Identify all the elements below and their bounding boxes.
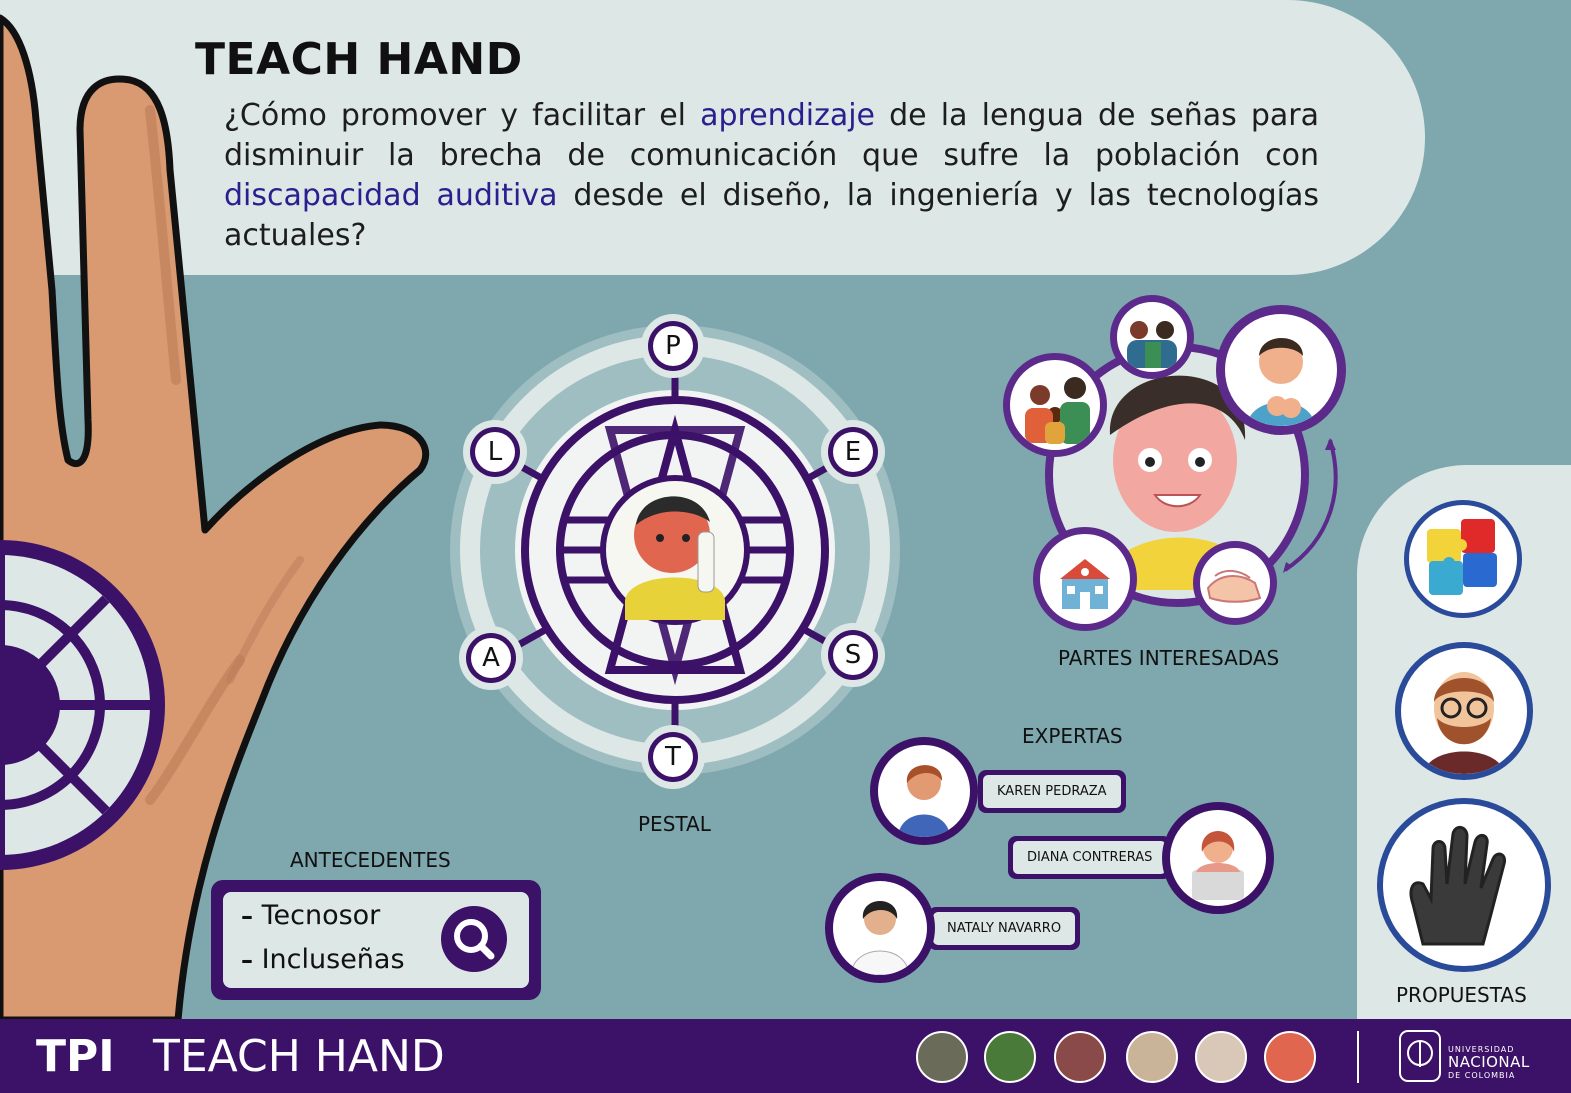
antecedente-item: – Tecnosor bbox=[241, 900, 381, 931]
pestal-caption: PESTAL bbox=[638, 812, 711, 836]
team-member-avatar bbox=[1054, 1031, 1106, 1083]
team-member-avatar bbox=[916, 1031, 968, 1083]
experta-name-tag: NATALY NAVARRO bbox=[928, 907, 1081, 950]
pestal-letter: S bbox=[833, 635, 873, 675]
pestal-letter: A bbox=[471, 638, 511, 678]
center-boy-icon bbox=[600, 475, 750, 625]
experta-avatar-nataly bbox=[825, 873, 935, 983]
bearded-man-icon bbox=[1395, 642, 1533, 780]
footer-divider bbox=[1357, 1031, 1359, 1083]
pestal-letter: L bbox=[475, 432, 515, 472]
family-icon bbox=[1003, 353, 1107, 457]
research-question: ¿Cómo promover y facilitar el aprendizaj… bbox=[224, 96, 1319, 256]
palm-eye-icon bbox=[0, 540, 165, 870]
helping-hands-icon bbox=[1193, 541, 1277, 625]
signing-man-icon bbox=[1216, 305, 1346, 435]
question-part-1: ¿Cómo promover y facilitar el bbox=[224, 98, 701, 133]
school-icon bbox=[1033, 527, 1137, 631]
puzzle-icon bbox=[1404, 500, 1522, 618]
antecedentes-box: – Tecnosor – Incluseñas bbox=[211, 880, 541, 1000]
footer-bar: TPI TEACH HAND UNIVERSIDAD NACIONAL DE C… bbox=[0, 1019, 1571, 1093]
experta-avatar-diana bbox=[1162, 802, 1274, 914]
expertas-title: EXPERTAS bbox=[1022, 724, 1123, 748]
antecedente-label: Tecnosor bbox=[261, 900, 381, 931]
university-line3: DE COLOMBIA bbox=[1448, 1071, 1516, 1080]
experta-name: KAREN PEDRAZA bbox=[983, 775, 1121, 808]
team-member-avatar bbox=[984, 1031, 1036, 1083]
partes-interesadas-caption: PARTES INTERESADAS bbox=[1058, 646, 1280, 670]
highlight-aprendizaje: aprendizaje bbox=[700, 98, 875, 133]
pestal-node-s: S bbox=[821, 623, 885, 687]
search-icon[interactable] bbox=[439, 904, 509, 974]
header-band bbox=[0, 0, 1425, 275]
university-line1: UNIVERSIDAD bbox=[1448, 1045, 1515, 1054]
question-part-2: de la lengua de señas para disminuir la … bbox=[224, 98, 1319, 173]
group-hug-icon bbox=[1110, 295, 1194, 379]
antecedentes-title: ANTECEDENTES bbox=[290, 848, 451, 872]
pestal-node-l: L bbox=[463, 420, 527, 484]
university-line2: NACIONAL bbox=[1448, 1053, 1530, 1071]
antecedente-label: Incluseñas bbox=[261, 944, 405, 975]
propuestas-caption: PROPUESTAS bbox=[1396, 983, 1527, 1007]
experta-avatar-karen bbox=[870, 737, 978, 845]
team-member-avatar bbox=[1264, 1031, 1316, 1083]
pestal-node-t: T bbox=[641, 725, 705, 789]
footer-tpi: TPI bbox=[36, 1031, 115, 1082]
highlight-discapacidad: discapacidad auditiva bbox=[224, 178, 558, 213]
pestal-letter: T bbox=[653, 737, 693, 777]
experta-name: NATALY NAVARRO bbox=[933, 912, 1076, 945]
footer-title: TEACH HAND bbox=[153, 1031, 445, 1082]
experta-name-tag: KAREN PEDRAZA bbox=[978, 770, 1126, 813]
experta-name: DIANA CONTRERAS bbox=[1013, 841, 1167, 874]
team-member-avatar bbox=[1126, 1031, 1178, 1083]
pestal-letter: P bbox=[653, 326, 693, 366]
university-seal-icon bbox=[1399, 1030, 1441, 1082]
glove-icon bbox=[1377, 798, 1551, 972]
question-part-3: desde el diseño, la ingeniería y las tec… bbox=[224, 178, 1319, 253]
team-member-avatar bbox=[1195, 1031, 1247, 1083]
page-title: TEACH HAND bbox=[195, 34, 523, 85]
pestal-node-a: A bbox=[459, 626, 523, 690]
antecedente-item: – Incluseñas bbox=[241, 944, 405, 975]
hand-illustration bbox=[0, 14, 430, 1020]
pestal-node-e: E bbox=[821, 420, 885, 484]
pestal-letter: E bbox=[833, 432, 873, 472]
experta-name-tag: DIANA CONTRERAS bbox=[1008, 836, 1172, 879]
pestal-node-p: P bbox=[641, 314, 705, 378]
